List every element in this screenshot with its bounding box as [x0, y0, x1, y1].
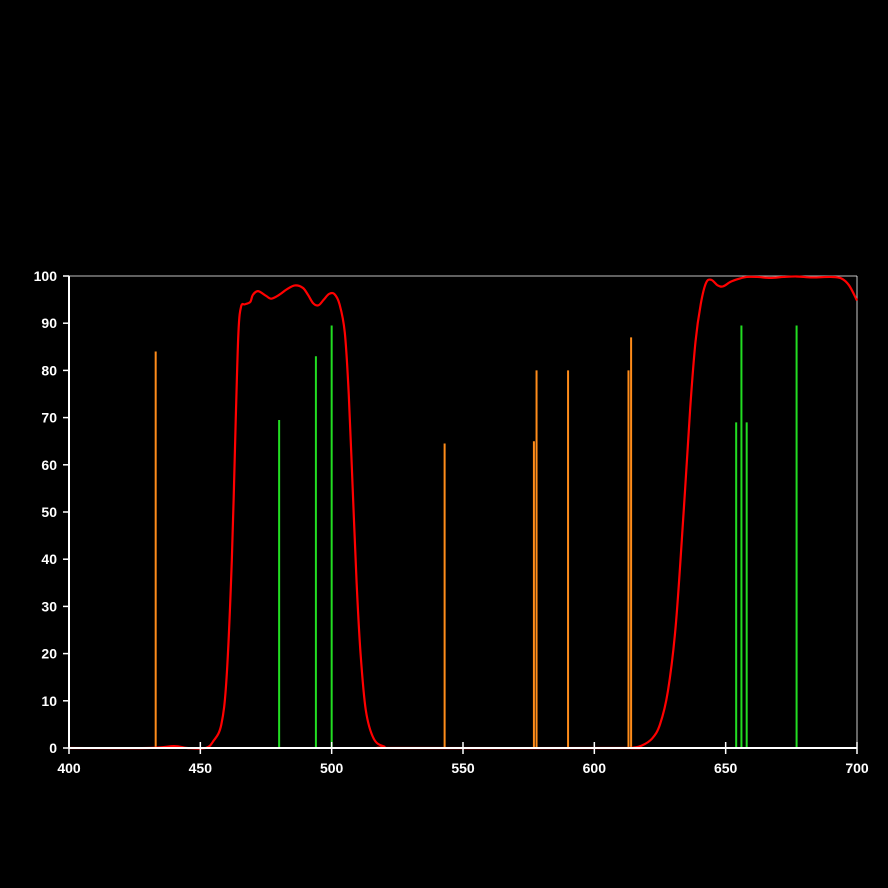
y-tick-label: 90	[41, 315, 57, 331]
plot-frame	[69, 275, 858, 748]
emission-lines	[154, 325, 798, 748]
y-tick-label: 50	[41, 504, 57, 520]
y-tick-label: 40	[41, 551, 57, 567]
y-tick-label: 70	[41, 410, 57, 426]
x-tick-label: 550	[451, 760, 475, 776]
x-tick-label: 650	[714, 760, 738, 776]
y-tick-label: 0	[49, 740, 57, 756]
y-tick-label: 60	[41, 457, 57, 473]
x-tick-label: 700	[845, 760, 869, 776]
y-tick-label: 10	[41, 693, 57, 709]
y-tick-label: 80	[41, 362, 57, 378]
x-tick-label: 400	[57, 760, 81, 776]
x-tick-label: 500	[320, 760, 344, 776]
transmission-curve-group	[68, 275, 858, 750]
y-tick-label: 30	[41, 598, 57, 614]
x-tick-label: 600	[583, 760, 607, 776]
axes: 0 10 20 30 40 50 60 70 80 90 100 400 450 500 550 600 650…	[34, 268, 869, 776]
y-tick-label: 20	[41, 646, 57, 662]
x-tick-label: 450	[189, 760, 213, 776]
y-tick-label: 100	[34, 268, 58, 284]
transmission-curve	[68, 275, 858, 750]
